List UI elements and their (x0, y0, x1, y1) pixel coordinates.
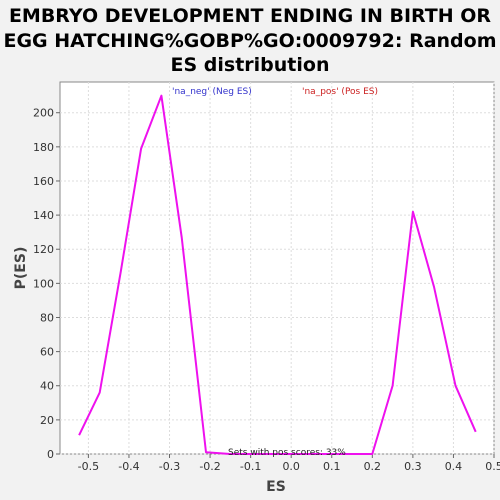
y-tick-label: 20 (40, 414, 54, 427)
x-tick-label: 0.1 (323, 460, 341, 473)
chart-title-line-1: EMBRYO DEVELOPMENT ENDING IN BIRTH OR (9, 5, 491, 27)
y-tick-label: 160 (33, 175, 54, 188)
y-tick-label: 0 (47, 448, 54, 461)
y-tick-label: 120 (33, 243, 54, 256)
y-tick-label: 40 (40, 380, 54, 393)
y-axis-label: P(ES) (13, 247, 29, 290)
y-tick-label: 140 (33, 209, 54, 222)
chart-title: EMBRYO DEVELOPMENT ENDING IN BIRTH OR EG… (3, 5, 496, 76)
x-tick-label: 0.4 (445, 460, 463, 473)
x-tick-label: 0.3 (404, 460, 422, 473)
x-tick-label: -0.5 (78, 460, 99, 473)
legend-item-pos: 'na_pos' (Pos ES) (302, 87, 378, 97)
axes: -0.5 -0.4 -0.3 -0.2 -0.1 0.0 0.1 0.2 0.3 0.4 0.5 0 2… (33, 107, 500, 473)
y-tick-label: 80 (40, 311, 54, 324)
y-tick-label: 60 (40, 346, 54, 359)
x-axis-label: ES (266, 479, 286, 495)
chart-title-line-3: ES distribution (171, 54, 330, 76)
x-tick-label: -0.4 (118, 460, 139, 473)
pos-scores-annotation: Sets with pos scores: 33% (228, 448, 346, 458)
series (78, 94, 477, 455)
y-tick-label: 180 (33, 141, 54, 154)
series-line (78, 94, 477, 455)
x-tick-label: -0.1 (240, 460, 261, 473)
x-tick-label: 0.0 (282, 460, 300, 473)
x-tick-label: -0.2 (199, 460, 220, 473)
x-tick-label: 0.5 (485, 460, 500, 473)
x-tick-label: 0.2 (364, 460, 382, 473)
plot-area (59, 81, 495, 455)
legend-item-neg: 'na_neg' (Neg ES) (172, 87, 252, 97)
y-tick-label: 100 (33, 277, 54, 290)
y-tick-label: 200 (33, 107, 54, 120)
grid (60, 82, 495, 455)
x-tick-label: -0.3 (159, 460, 180, 473)
legend: 'na_neg' (Neg ES) 'na_pos' (Pos ES) (172, 87, 378, 97)
chart-title-line-2: EGG HATCHING%GOBP%GO:0009792: Random (3, 30, 496, 52)
